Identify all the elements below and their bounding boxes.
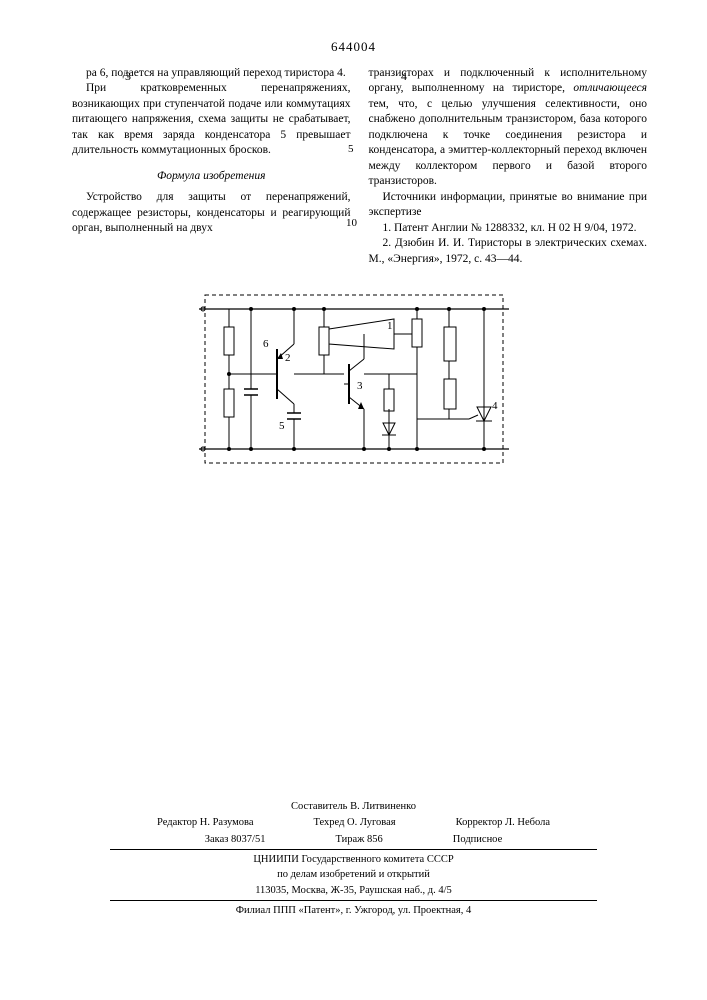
right-p1: транзисторах и подключенный к исполнител…	[369, 66, 648, 190]
left-p2: При кратковременных перенапряжениях, воз…	[72, 81, 351, 159]
footer: Составитель В. Литвиненко Редактор Н. Ра…	[0, 799, 707, 918]
footer-addr: 113035, Москва, Ж-35, Раушская наб., д. …	[0, 883, 707, 898]
footer-credits: Редактор Н. Разумова Техред О. Луговая К…	[0, 815, 707, 830]
footer-divider-2	[110, 900, 597, 901]
reference-1: 1. Патент Англии № 1288332, кл. H 02 H 9…	[369, 221, 648, 237]
right-p1b: тем, что, с целью улучшения селективност…	[369, 98, 648, 188]
diagram-label-6: 6	[263, 338, 269, 350]
diagram-label-4: 4	[492, 400, 498, 412]
formula-heading: Формула изобретения	[72, 169, 351, 185]
column-number-left: 3	[125, 68, 131, 84]
document-number: 644004	[0, 0, 707, 56]
diagram-label-3: 3	[357, 380, 363, 392]
circuit-svg: 6 2 5 3 1	[199, 289, 509, 469]
diagram-label-5: 5	[279, 420, 285, 432]
footer-order: Заказ 8037/51	[205, 832, 266, 847]
circuit-diagram: 6 2 5 3 1	[199, 289, 509, 475]
footer-tirazh: Тираж 856	[335, 832, 382, 847]
diagram-label-2: 2	[285, 352, 291, 364]
diagram-label-1: 1	[387, 320, 393, 332]
footer-order-row: Заказ 8037/51 Тираж 856 Подписное	[0, 832, 707, 847]
line-marker-10: 10	[346, 216, 357, 231]
footer-subscr: Подписное	[453, 832, 502, 847]
footer-editor: Редактор Н. Разумова	[157, 815, 254, 830]
page: 644004 3 4 5 10 ра 6, подается на управл…	[0, 0, 707, 1000]
left-p1: ра 6, подается на управляющий переход ти…	[72, 66, 351, 82]
footer-compiler: Составитель В. Литвиненко	[0, 799, 707, 814]
left-column: ра 6, подается на управляющий переход ти…	[72, 66, 351, 268]
footer-org1: ЦНИИПИ Государственного комитета СССР	[0, 852, 707, 867]
right-column: транзисторах и подключенный к исполнител…	[369, 66, 648, 268]
reference-2: 2. Дзюбин И. И. Тиристоры в электрически…	[369, 236, 648, 267]
left-p3: Устройство для защиты от перенапряжений,…	[72, 190, 351, 237]
column-number-right: 4	[401, 68, 407, 84]
footer-corrector: Корректор Л. Небола	[456, 815, 550, 830]
footer-divider	[110, 849, 597, 850]
line-marker-5: 5	[348, 142, 354, 157]
footer-filial: Филиал ППП «Патент», г. Ужгород, ул. Про…	[0, 903, 707, 918]
right-p1-italic: отличающееся	[573, 82, 647, 94]
footer-org2: по делам изобретений и открытий	[0, 867, 707, 882]
footer-tech: Техред О. Луговая	[314, 815, 396, 830]
text-columns: ра 6, подается на управляющий переход ти…	[0, 56, 707, 268]
right-p2: Источники информации, принятые во вниман…	[369, 190, 648, 221]
